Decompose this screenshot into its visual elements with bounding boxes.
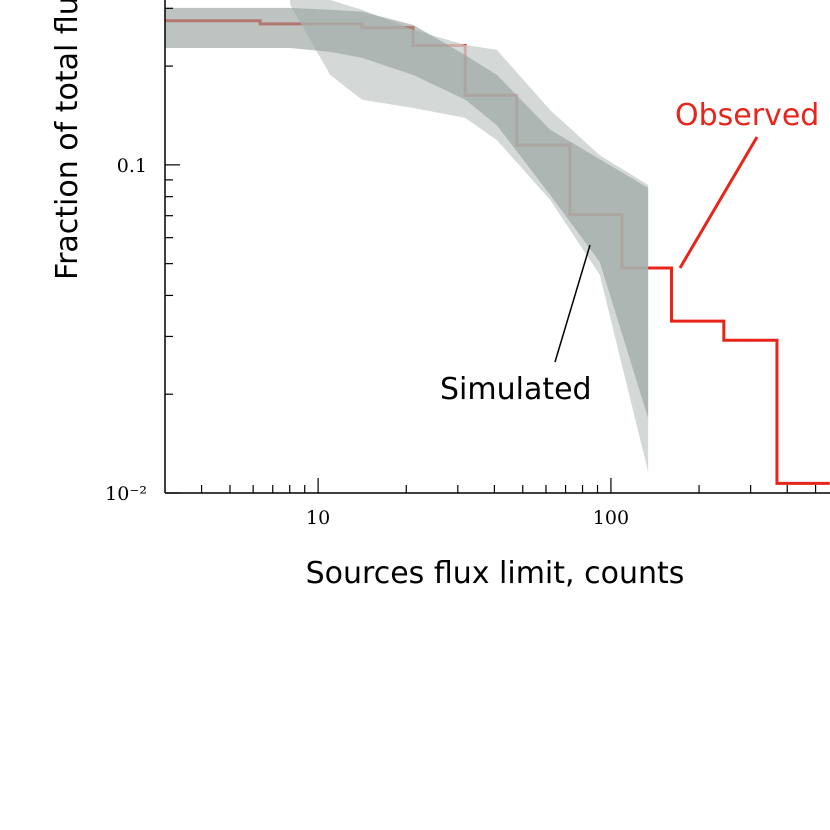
simulated-band bbox=[165, 7, 649, 419]
x-tick-label: 10 bbox=[306, 507, 330, 529]
x-tick-label: 100 bbox=[593, 507, 629, 529]
y-axis-label: Fraction of total flux bbox=[50, 0, 85, 280]
simulated-label: Simulated bbox=[440, 372, 592, 407]
x-axis-label: Sources flux limit, counts bbox=[306, 556, 685, 591]
y-tick-label: 0.1 bbox=[117, 155, 147, 177]
y-tick-label: 10⁻² bbox=[105, 483, 147, 505]
plot-area bbox=[165, 0, 830, 485]
observed-label: Observed bbox=[675, 98, 819, 133]
observed-pointer bbox=[678, 136, 759, 269]
simulated-pointer bbox=[554, 244, 591, 363]
simulated-band bbox=[290, 0, 649, 472]
